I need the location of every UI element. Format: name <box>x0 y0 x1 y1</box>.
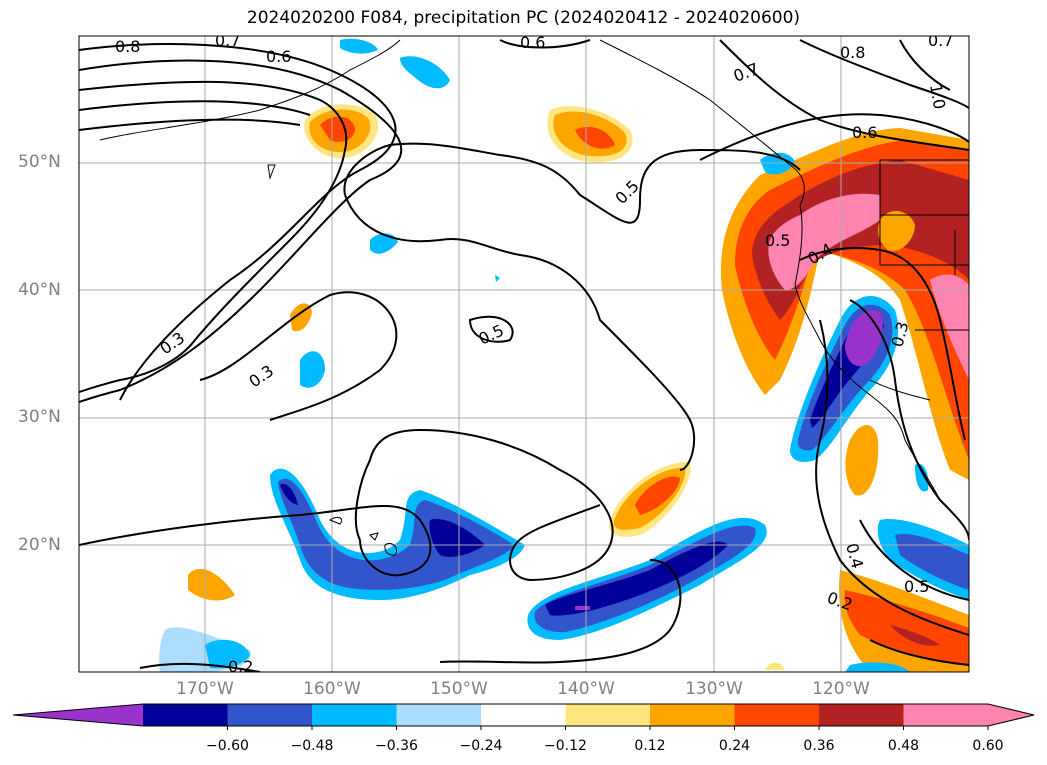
negative-anomaly-fills <box>159 38 969 672</box>
contour-label: 0.6 <box>852 123 877 142</box>
lon-label: 160°W <box>303 679 361 699</box>
colorbar-tick-label: −0.36 <box>375 738 418 754</box>
colorbar-extend-low <box>13 704 143 726</box>
graticule <box>79 36 969 672</box>
colorbar-tick-label: −0.60 <box>206 738 249 754</box>
colorbar-swatch <box>734 704 820 726</box>
map-title: 2024020200 F084, precipitation PC (20240… <box>246 8 801 28</box>
colorbar-swatch <box>650 704 735 726</box>
lon-label: 130°W <box>685 679 743 699</box>
colorbar-tick-label: 0.60 <box>972 738 1004 754</box>
contour-label: 0.8 <box>840 43 865 62</box>
colorbar <box>12 703 1035 730</box>
positive-anomaly-fills <box>188 104 969 672</box>
contour-label: 0.6 <box>520 33 545 52</box>
colorbar-swatch <box>312 704 397 726</box>
lat-label: 50°N <box>18 152 61 172</box>
map-frame <box>78 35 970 673</box>
colorbar-tick-label: 0.24 <box>718 738 751 754</box>
lat-label: 20°N <box>18 535 61 555</box>
lon-label: 170°W <box>176 679 234 699</box>
contour-label: 0.7 <box>928 31 953 50</box>
colorbar-tick-label: −0.24 <box>459 738 503 754</box>
contour-lines <box>79 39 969 672</box>
coastlines <box>99 39 969 556</box>
colorbar-tick-label: −0.12 <box>544 738 587 754</box>
colorbar-extend-high <box>988 704 1034 726</box>
lon-label: 120°W <box>812 679 870 699</box>
contour-label: 1.0 <box>926 82 949 110</box>
contour-label: 0.5 <box>765 231 790 250</box>
contour-label: 0.8 <box>115 37 140 56</box>
map-background <box>79 36 969 672</box>
colorbar-tick-label: 0.36 <box>803 738 835 754</box>
lat-label: 30°N <box>18 407 61 427</box>
lon-label: 140°W <box>557 679 615 699</box>
colorbar-swatch <box>481 704 566 726</box>
colorbar-outline <box>12 703 1035 727</box>
colorbar-tick-label: −0.48 <box>290 738 334 754</box>
lon-label: 150°W <box>430 679 488 699</box>
colorbar-swatch <box>903 704 989 726</box>
colorbar-swatch <box>143 704 228 726</box>
contour-label: 0.6 <box>266 47 291 66</box>
colorbar-swatch <box>819 704 904 726</box>
colorbar-tick-label: 0.48 <box>887 738 920 754</box>
colorbar-swatch <box>565 704 651 726</box>
colorbar-swatch <box>227 704 313 726</box>
contour-label: 0.5 <box>904 577 929 596</box>
lat-label: 40°N <box>18 280 61 300</box>
contour-label: 0.7 <box>215 31 240 50</box>
colorbar-tick-label: 0.12 <box>634 738 666 754</box>
contour-label: 0.2 <box>228 657 253 676</box>
colorbar-swatch <box>396 704 482 726</box>
